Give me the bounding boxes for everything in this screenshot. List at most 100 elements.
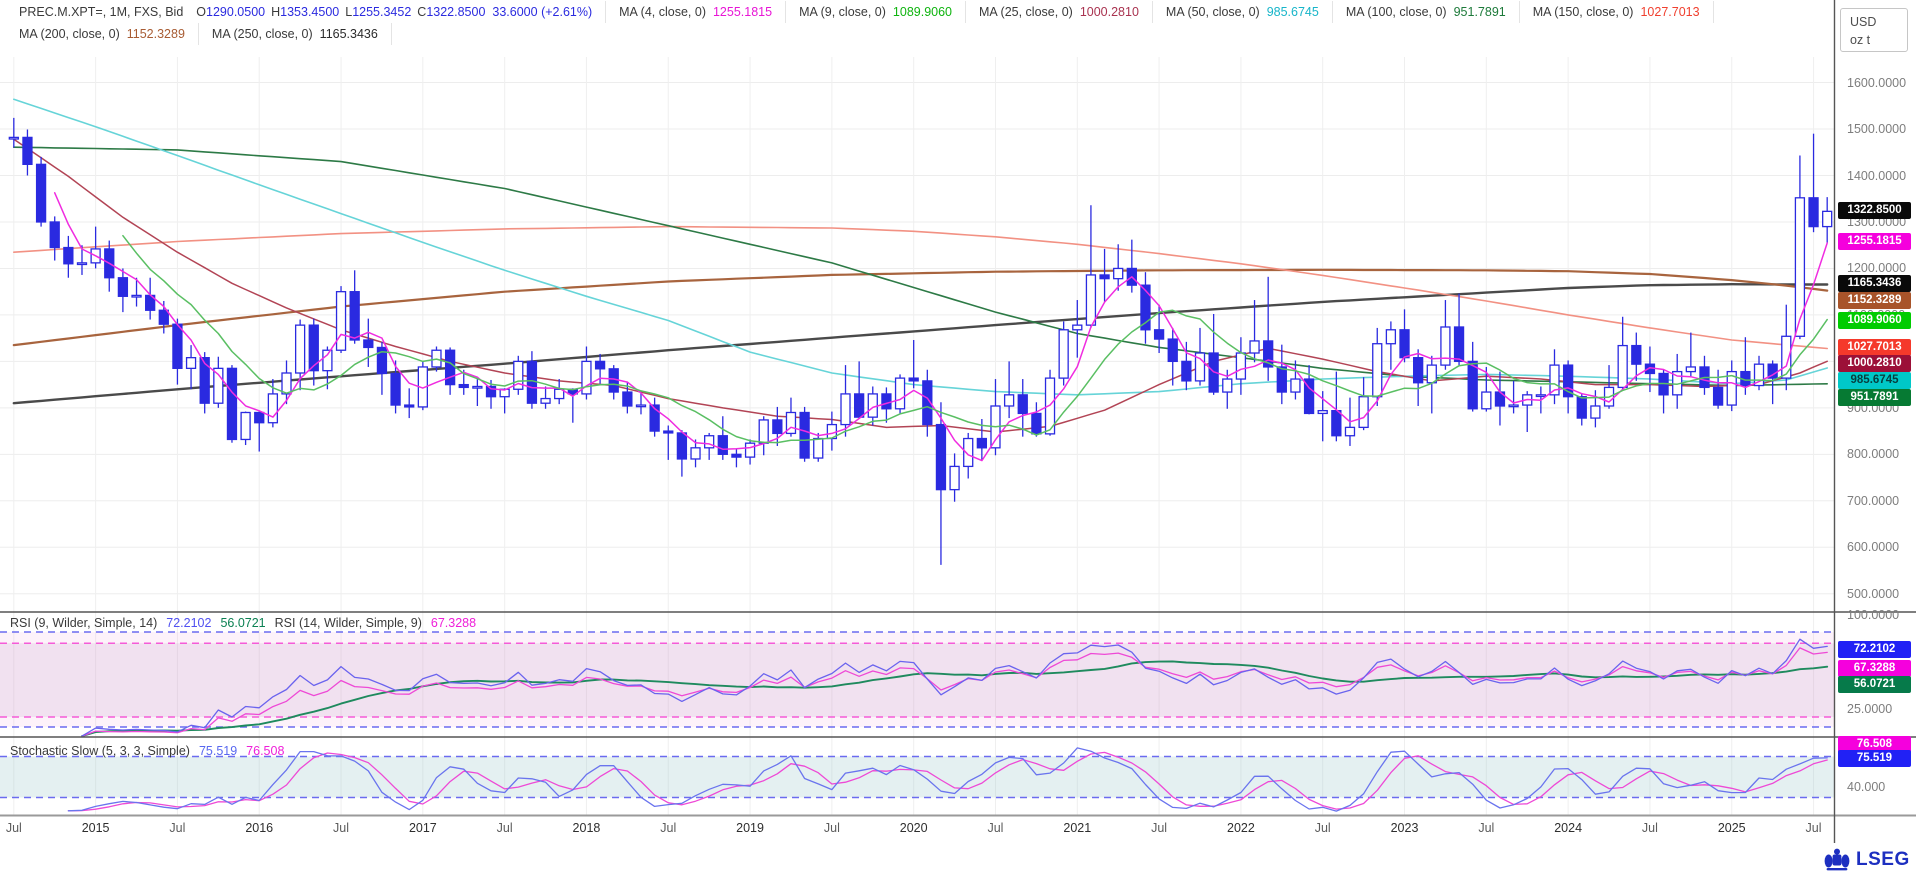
ma-legend-item[interactable]: MA (200, close, 0) 1152.3289: [6, 23, 199, 45]
ma-legend-label: MA (9, close, 0): [799, 5, 886, 19]
time-axis-year-label: 2017: [408, 821, 437, 835]
ma-legend-label: MA (50, close, 0): [1165, 5, 1260, 19]
lseg-crest-icon: [1824, 848, 1850, 871]
time-axis-year-label: 2020: [899, 821, 928, 835]
ma-legend-value: 1152.3289: [126, 27, 185, 41]
quote-field-value: 1255.3452: [352, 5, 412, 19]
ma-legend-label: MA (250, close, 0): [211, 27, 313, 41]
price-badge: 1165.3436: [1838, 274, 1911, 292]
ma-legend-item[interactable]: MA (150, close, 0) 1027.7013: [1520, 1, 1714, 23]
lseg-logo-text: LSEG: [1856, 849, 1910, 870]
price-badge: 985.6745: [1838, 371, 1911, 389]
ma-legend-label: MA (4, close, 0): [619, 5, 706, 19]
ma-legend-label: MA (150, close, 0): [1532, 5, 1634, 19]
indicator-axis-label: 40.000: [1847, 780, 1886, 794]
stoch-legend-label: Stochastic Slow (5, 3, 3, Simple): [10, 744, 190, 758]
price-badge: 1322.8500: [1838, 201, 1911, 219]
indicator-axis-label: 100.0000: [1847, 608, 1900, 622]
price-gridline-label: 1500.0000: [1847, 122, 1907, 137]
stoch-badge: 76.508: [1838, 735, 1911, 753]
rsi-badge: 72.2102: [1838, 640, 1911, 658]
rsi-legend-label: RSI (9, Wilder, Simple, 14): [10, 616, 158, 630]
ma-legend-item[interactable]: MA (50, close, 0) 985.6745: [1153, 1, 1333, 23]
quote-field-label: O: [196, 5, 207, 19]
stochastic-legend[interactable]: Stochastic Slow (5, 3, 3, Simple) 75.519 7…: [10, 744, 284, 758]
ohlc-quote: O1290.0500 H1353.4500 L1255.3452 C1322.8500: [190, 5, 485, 19]
time-axis-year-label: 2015: [81, 821, 110, 835]
ma-legend-value: 1089.9060: [892, 5, 953, 19]
time-axis-month-label: Jul: [333, 821, 350, 835]
time-axis-year-label: 2023: [1390, 821, 1419, 835]
rsi-legend[interactable]: RSI (9, Wilder, Simple, 14) 72.2102 56.072…: [10, 616, 476, 630]
net-change: 33.6000 (+2.61%): [492, 5, 593, 19]
ma-legend-item[interactable]: MA (25, close, 0) 1000.2810: [966, 1, 1153, 23]
time-axis-month-label: Jul: [5, 821, 22, 835]
rsi-badge: 67.3288: [1838, 659, 1911, 677]
time-axis-year-label: 2016: [245, 821, 274, 835]
ma-legend-label: MA (25, close, 0): [979, 5, 1073, 19]
ma-legend-value: 1027.7013: [1640, 5, 1700, 19]
price-badge: 1089.9060: [1838, 311, 1911, 329]
quote-field-value: 1290.0500: [206, 5, 266, 19]
ma-legend-item[interactable]: MA (250, close, 0) 1165.3436: [199, 23, 392, 45]
currency-label: USD: [1850, 15, 1877, 29]
time-axis-month-label: Jul: [1641, 821, 1658, 835]
chart-legend-row-2: MA (200, close, 0) 1152.3289 MA (250, clos…: [6, 23, 392, 45]
price-gridline-label: 1200.0000: [1847, 261, 1907, 276]
rsi-legend-value: 67.3288: [430, 616, 477, 630]
ma-legend-label: MA (100, close, 0): [1345, 5, 1447, 19]
price-gridline-label: 1600.0000: [1847, 75, 1907, 90]
time-axis-month-label: Jul: [1478, 821, 1495, 835]
time-axis-month-label: Jul: [1151, 821, 1168, 835]
time-axis-year-label: 2021: [1063, 821, 1092, 835]
time-axis-month-label: Jul: [1805, 821, 1822, 835]
price-badge: 1255.1815: [1838, 232, 1911, 250]
stoch-legend-value: 75.519: [198, 744, 238, 758]
ma-legend-item[interactable]: MA (4, close, 0) 1255.1815: [606, 1, 787, 23]
time-axis-year-label: 2024: [1554, 821, 1583, 835]
instrument-name: PREC.M.XPT=, 1M, FXS, Bid: [19, 5, 184, 19]
quote-field-value: 1353.4500: [280, 5, 340, 19]
time-axis-month-label: Jul: [823, 821, 840, 835]
time-axis-month-label: Jul: [496, 821, 513, 835]
price-gridline-label: 700.0000: [1847, 493, 1900, 508]
rsi-badge: 56.0721: [1838, 675, 1911, 693]
time-axis-year-label: 2022: [1227, 821, 1255, 835]
time-axis-year-label: 2025: [1717, 821, 1746, 835]
chart-legend-row-1: PREC.M.XPT=, 1M, FXS, Bid O1290.0500 H135…: [6, 1, 1714, 23]
ma-legend-value: 1255.1815: [712, 5, 773, 19]
ma-legend-item[interactable]: MA (9, close, 0) 1089.9060: [786, 1, 967, 23]
time-axis-year-label: 2018: [572, 821, 601, 835]
price-gridline-label: 600.0000: [1847, 540, 1900, 555]
price-gridline-label: 800.0000: [1847, 447, 1900, 462]
time-axis-month-label: Jul: [987, 821, 1004, 835]
stoch-legend-value: 76.508: [246, 744, 285, 758]
rsi-legend-label: RSI (14, Wilder, Simple, 9): [274, 616, 422, 630]
ma-legend-value: 951.7891: [1453, 5, 1506, 19]
stoch-badge: 75.519: [1838, 749, 1911, 767]
time-axis-month-label: Jul: [169, 821, 186, 835]
quote-field-label: L: [345, 5, 353, 19]
unit-label: oz t: [1850, 33, 1871, 47]
ma-legend-value: 1000.2810: [1079, 5, 1139, 19]
instrument-legend[interactable]: PREC.M.XPT=, 1M, FXS, Bid O1290.0500 H135…: [6, 1, 607, 23]
indicator-axis-label: 25.0000: [1847, 702, 1893, 716]
ma-legend-item[interactable]: MA (100, close, 0) 951.7891: [1333, 1, 1520, 23]
ma-legend-value: 985.6745: [1266, 5, 1319, 19]
time-axis-month-label: Jul: [660, 821, 677, 835]
price-badge: 1027.7013: [1838, 338, 1911, 356]
quote-field-label: C: [417, 5, 427, 19]
price-gridline-label: 1400.0000: [1847, 168, 1907, 183]
time-axis-year-label: 2019: [736, 821, 764, 835]
price-badge: 1152.3289: [1838, 291, 1911, 309]
quote-field-label: H: [271, 5, 281, 19]
axis-unit-box: USD oz t: [1840, 8, 1908, 52]
quote-field-value: 1322.8500: [426, 5, 486, 19]
price-badge: 951.7891: [1838, 388, 1911, 406]
price-gridline-label: 500.0000: [1847, 586, 1900, 601]
ma-legend-label: MA (200, close, 0): [19, 27, 120, 41]
time-axis-month-label: Jul: [1314, 821, 1331, 835]
